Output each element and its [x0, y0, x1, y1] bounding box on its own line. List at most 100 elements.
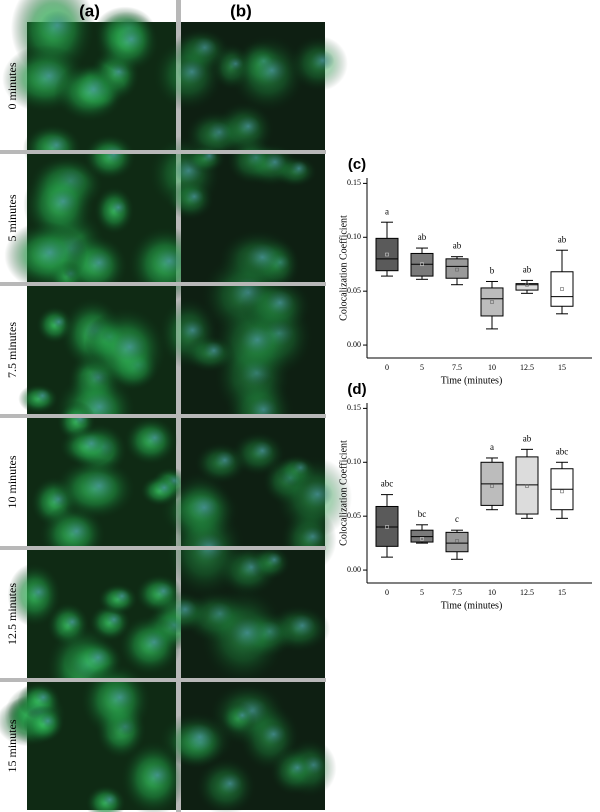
- box: [410, 252, 434, 277]
- mean: [385, 525, 389, 529]
- row-divider: [0, 150, 326, 154]
- x-tick-label: 10: [488, 588, 496, 597]
- nucleus: [113, 332, 147, 362]
- mean: [420, 537, 424, 541]
- annotation: ab: [523, 433, 532, 443]
- nucleus: [34, 689, 52, 706]
- y-tick-label: 0.15: [347, 403, 361, 412]
- nucleus: [27, 582, 50, 602]
- nucleus: [156, 480, 173, 495]
- nucleus: [236, 115, 261, 137]
- row-label: 12.5 minutes: [5, 583, 19, 645]
- x-tick-label: 0: [385, 363, 389, 372]
- box: [375, 505, 399, 547]
- nucleus: [34, 388, 51, 403]
- nucleus: [101, 792, 118, 807]
- nucleus: [154, 248, 185, 275]
- annotation: a: [385, 206, 389, 216]
- box: [515, 456, 539, 515]
- annotation: ab: [453, 241, 462, 251]
- y-tick-label: 0.00: [347, 565, 361, 574]
- x-axis-title: Time (minutes): [441, 375, 503, 386]
- nucleus: [113, 589, 131, 604]
- column-label: (b): [230, 1, 252, 20]
- box-chart: (c) Colocalization Coefficient Time (minut…: [338, 156, 592, 386]
- mean: [560, 489, 564, 494]
- micrograph: [2, 0, 176, 173]
- x-tick-label: 15: [558, 363, 566, 372]
- y-tick-label: 0.00: [347, 340, 361, 349]
- nucleus: [79, 77, 108, 102]
- row-divider: [0, 546, 326, 550]
- nucleus: [110, 200, 127, 215]
- nucleus: [251, 441, 274, 461]
- box: [515, 283, 539, 291]
- mean: [560, 287, 564, 291]
- panel-label: (c): [348, 156, 366, 173]
- box-chart: (d) Colocalization Coefficient Time (minut…: [338, 381, 592, 611]
- nucleus: [177, 59, 207, 85]
- micrograph: [0, 662, 187, 812]
- nucleus: [141, 631, 167, 654]
- nucleus: [48, 188, 78, 214]
- row-label: 5 minutes: [5, 194, 19, 241]
- nucleus: [302, 480, 333, 508]
- mean: [385, 252, 389, 257]
- nucleus: [214, 450, 236, 470]
- nucleus: [103, 144, 125, 164]
- x-tick-label: 12.5: [520, 363, 534, 372]
- nucleus: [203, 341, 225, 360]
- y-tick-label: 0.15: [347, 178, 361, 187]
- nucleus: [230, 617, 265, 648]
- nucleus: [240, 325, 274, 355]
- box: [410, 529, 434, 543]
- annotation: c: [455, 514, 459, 524]
- nucleus: [180, 319, 205, 341]
- nucleus: [184, 723, 215, 751]
- nucleus: [288, 759, 307, 776]
- row-label: 15 minutes: [5, 719, 19, 772]
- nucleus: [33, 238, 67, 267]
- mean: [525, 282, 529, 287]
- row-divider: [0, 414, 326, 418]
- nucleus: [40, 10, 75, 41]
- nucleus: [263, 152, 287, 173]
- nucleus: [218, 773, 242, 795]
- annotation: b: [490, 266, 495, 276]
- nucleus: [105, 684, 135, 710]
- nucleus: [173, 598, 197, 620]
- row-divider: [0, 678, 326, 682]
- micrographs: [0, 0, 353, 812]
- annotation: ab: [558, 234, 567, 244]
- nucleus: [82, 471, 116, 501]
- box: [445, 258, 469, 279]
- nucleus: [86, 647, 110, 668]
- x-tick-label: 0: [385, 588, 389, 597]
- y-tick-label: 0.10: [347, 457, 361, 466]
- nucleus: [310, 50, 335, 71]
- nucleus: [39, 713, 57, 729]
- nucleus: [265, 290, 295, 316]
- x-tick-label: 15: [558, 588, 566, 597]
- box: [375, 237, 399, 272]
- y-tick-label: 0.10: [347, 232, 361, 241]
- mean: [525, 484, 529, 488]
- nucleus: [184, 188, 204, 205]
- column-label: (a): [79, 1, 100, 20]
- row-label: 7.5 minutes: [5, 322, 19, 378]
- row-divider: [0, 282, 326, 286]
- annotation: ab: [418, 232, 427, 242]
- x-tick-label: 5: [420, 588, 424, 597]
- mean: [490, 484, 494, 488]
- nucleus: [256, 57, 287, 84]
- annotation: a: [490, 442, 494, 452]
- panel-label: (d): [347, 381, 366, 398]
- nucleus: [266, 552, 283, 567]
- x-tick-label: 12.5: [520, 588, 534, 597]
- mean: [490, 300, 494, 304]
- row-label: 10 minutes: [5, 455, 19, 508]
- nucleus: [72, 411, 89, 426]
- x-tick-label: 5: [420, 363, 424, 372]
- nucleus: [63, 519, 90, 543]
